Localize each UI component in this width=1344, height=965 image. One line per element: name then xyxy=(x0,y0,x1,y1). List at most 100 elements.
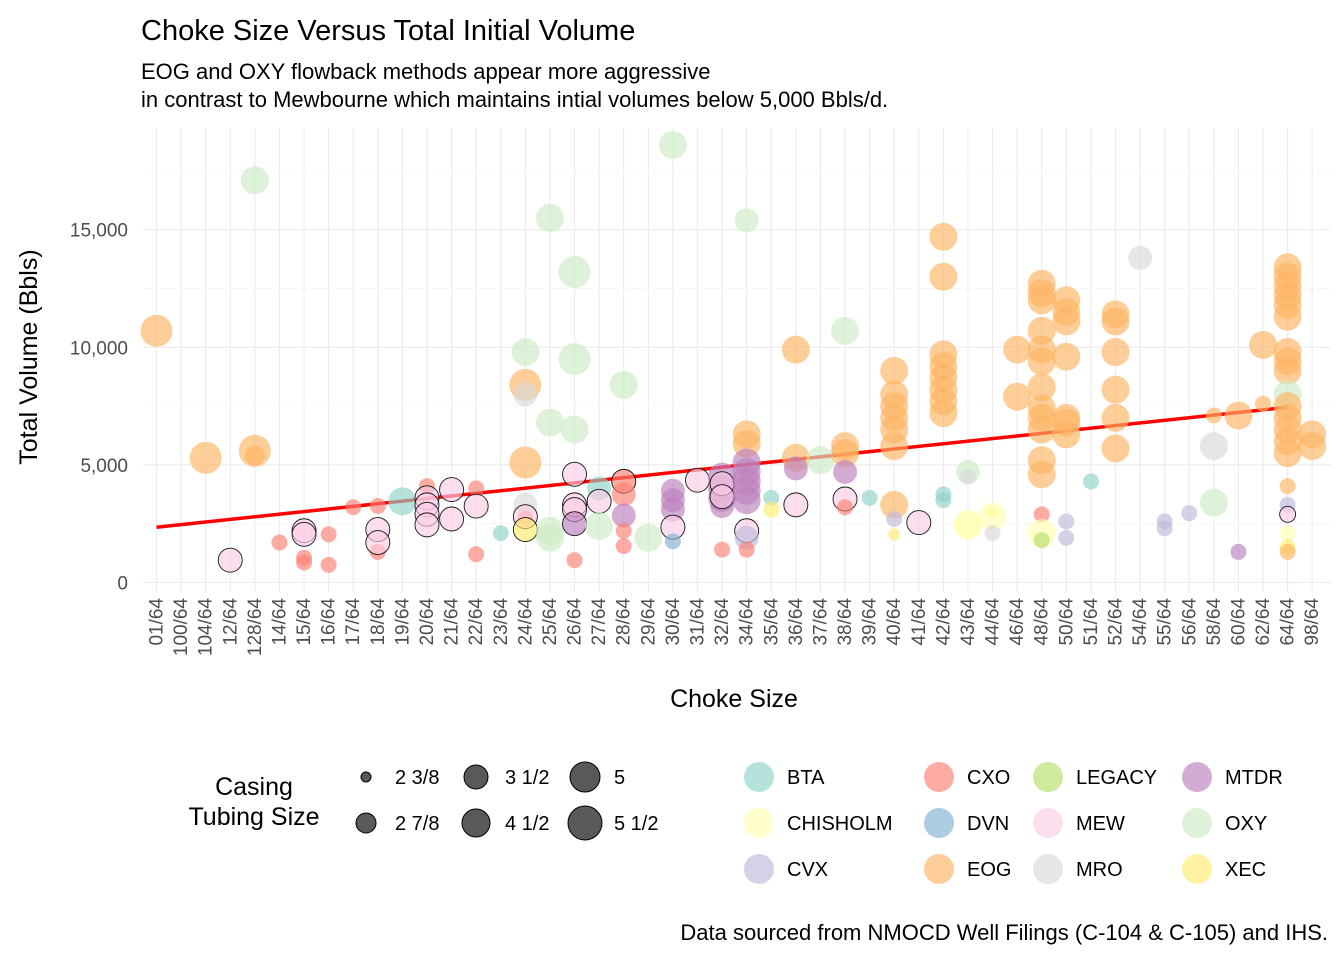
x-tick-label: 39/64 xyxy=(860,598,881,646)
data-point-eog xyxy=(509,446,542,479)
data-point-mro xyxy=(513,382,538,407)
data-point-eog xyxy=(1101,434,1130,463)
data-point-mew xyxy=(586,488,612,514)
size-legend-label: 2 7/8 xyxy=(395,813,439,835)
data-point-mtdr xyxy=(611,503,636,528)
y-tick-label: 5,000 xyxy=(80,456,128,477)
data-point-eog xyxy=(1052,307,1081,336)
data-point-eog xyxy=(929,399,958,428)
size-legend-key xyxy=(461,808,491,838)
data-point-mew xyxy=(439,477,465,503)
size-legend-label: 5 xyxy=(614,767,625,789)
color-legend-key-xec xyxy=(1182,854,1212,884)
data-point-xec xyxy=(512,517,538,543)
data-point-mro xyxy=(959,468,976,485)
size-legend-label: 3 1/2 xyxy=(505,767,549,789)
color-legend-key-mro xyxy=(1033,854,1063,884)
data-point-eog xyxy=(929,222,958,251)
data-point-oxy xyxy=(585,512,614,541)
data-point-oxy xyxy=(535,523,564,552)
color-legend-key-mtdr xyxy=(1182,762,1212,792)
x-tick-label: 12/64 xyxy=(220,598,241,646)
color-legend-key-legacy xyxy=(1033,762,1063,792)
x-tick-label: 27/64 xyxy=(589,598,610,646)
data-point-eog xyxy=(1003,382,1032,411)
data-point-eog xyxy=(1101,403,1130,432)
color-legend-label: XEC xyxy=(1225,859,1266,881)
size-legend-label: 4 1/2 xyxy=(505,813,549,835)
color-legend-label: LEGACY xyxy=(1076,767,1157,789)
data-point-eog xyxy=(880,432,909,461)
data-point-oxy xyxy=(558,256,591,289)
data-point-eog xyxy=(1101,375,1130,404)
data-point-eog xyxy=(140,314,173,347)
data-point-cvx xyxy=(1181,505,1198,522)
data-point-mew xyxy=(562,461,587,487)
data-point-eog xyxy=(781,335,810,364)
data-point-bta xyxy=(388,487,417,516)
color-legend-label: DVN xyxy=(967,813,1009,835)
x-tick-label: 128/64 xyxy=(245,598,266,657)
size-legend-key xyxy=(360,771,372,783)
data-point-eog xyxy=(1249,330,1278,359)
x-tick-label: 55/64 xyxy=(1155,598,1176,646)
x-tick-label: 41/64 xyxy=(909,598,930,646)
color-legend-label: CXO xyxy=(967,767,1010,789)
data-point-eog xyxy=(1027,286,1056,315)
data-point-mtdr xyxy=(732,486,761,515)
x-tick-label: 31/64 xyxy=(687,598,708,646)
color-legend-label: MEW xyxy=(1076,813,1125,835)
data-point-bta xyxy=(935,492,952,509)
data-point-cvx xyxy=(1058,513,1075,530)
x-tick-label: 52/64 xyxy=(1106,598,1127,646)
x-tick-label: 24/64 xyxy=(515,598,536,646)
data-point-cxo xyxy=(615,522,632,539)
data-point-legacy xyxy=(1033,532,1050,549)
chart-caption: Data sourced from NMOCD Well Filings (C-… xyxy=(680,920,1328,945)
x-tick-label: 58/64 xyxy=(1204,598,1225,646)
size-legend-key xyxy=(569,761,601,793)
x-axis-label: Choke Size xyxy=(670,685,798,713)
x-tick-label: 40/64 xyxy=(884,598,905,646)
data-point-mew xyxy=(906,510,932,535)
x-tick-label: 60/64 xyxy=(1228,598,1249,646)
data-point-eog xyxy=(1205,407,1222,424)
data-point-mtdr xyxy=(1230,543,1247,560)
x-tick-label: 23/64 xyxy=(491,598,512,646)
x-tick-label: 01/64 xyxy=(147,598,168,646)
data-point-oxy xyxy=(658,131,687,160)
data-point-eog xyxy=(244,445,265,466)
data-point-cxo xyxy=(345,499,362,516)
x-tick-label: 32/64 xyxy=(712,598,733,646)
data-point-eog xyxy=(1027,347,1056,376)
data-point-cvx xyxy=(886,510,903,527)
x-tick-label: 35/64 xyxy=(761,598,782,646)
size-legend-label: 2 3/8 xyxy=(395,767,439,789)
x-tick-label: 15/64 xyxy=(294,598,315,646)
data-point-bta xyxy=(492,525,509,542)
data-point-eog xyxy=(189,441,222,474)
data-point-eog xyxy=(1052,420,1081,449)
data-point-oxy xyxy=(634,523,663,552)
data-point-cxo xyxy=(468,546,485,563)
color-legend-key-chisholm xyxy=(744,808,774,838)
x-tick-label: 20/64 xyxy=(417,598,438,646)
data-point-mro xyxy=(1128,245,1153,270)
data-point-cxo xyxy=(369,498,386,515)
data-point-mew xyxy=(783,492,809,518)
data-point-chisholm xyxy=(978,502,1007,531)
color-legend-label: EOG xyxy=(967,859,1011,881)
x-tick-label: 26/64 xyxy=(565,598,586,646)
data-point-bta xyxy=(1082,473,1099,490)
data-point-eog xyxy=(831,439,860,468)
data-point-eog xyxy=(1101,307,1130,336)
data-point-cvx xyxy=(734,525,759,550)
y-tick-label: 10,000 xyxy=(70,338,128,359)
data-point-oxy xyxy=(560,415,589,444)
data-point-mew xyxy=(439,506,465,532)
x-tick-label: 22/64 xyxy=(466,598,487,646)
data-points xyxy=(140,131,1327,573)
data-point-mtdr xyxy=(562,511,587,537)
x-tick-label: 48/64 xyxy=(1032,598,1053,646)
data-point-cxo xyxy=(611,482,636,507)
